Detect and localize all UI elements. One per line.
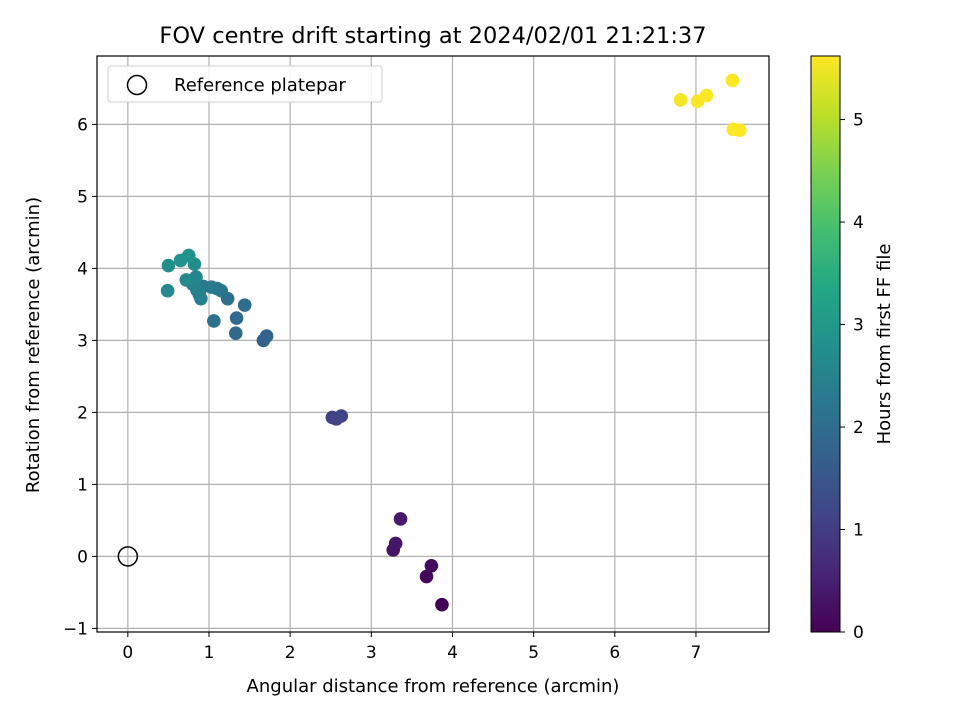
x-tick-label: 6 xyxy=(609,643,620,663)
x-tick-label: 1 xyxy=(204,643,215,663)
data-point xyxy=(699,88,714,103)
grid-lines xyxy=(97,56,769,632)
colorbar-tick-label: 5 xyxy=(853,111,864,131)
legend: Reference platepar xyxy=(107,65,383,103)
x-tick-label: 2 xyxy=(285,643,296,663)
x-tick-label: 3 xyxy=(366,643,377,663)
data-point xyxy=(393,512,408,526)
colorbar-tick-label: 3 xyxy=(853,316,864,336)
data-point xyxy=(732,123,747,137)
y-tick-label: 3 xyxy=(77,331,88,351)
data-point xyxy=(228,326,243,341)
y-tick-label: 0 xyxy=(77,547,88,567)
colorbar: 0 1 2 3 4 5 Hours from first FF file xyxy=(810,55,895,643)
colorbar-ticks: 0 1 2 3 4 5 xyxy=(840,111,864,643)
data-point xyxy=(419,569,434,584)
colorbar-tick-label: 2 xyxy=(853,418,864,438)
data-point xyxy=(181,248,196,263)
data-point xyxy=(259,329,274,343)
data-point xyxy=(229,311,244,325)
y-tick-label: 4 xyxy=(77,259,88,279)
y-tick-label: 5 xyxy=(77,187,88,207)
y-tick-label: 1 xyxy=(77,475,88,495)
legend-marker xyxy=(126,74,148,96)
y-axis-ticks: −1 0 1 2 3 4 5 6 xyxy=(63,115,97,639)
data-point xyxy=(673,93,688,107)
legend-label: Reference platepar xyxy=(174,75,346,96)
y-tick-label: −1 xyxy=(63,619,88,639)
data-point xyxy=(388,536,403,551)
data-points xyxy=(160,73,747,612)
y-tick-label: 6 xyxy=(77,115,88,135)
colorbar-gradient xyxy=(810,55,841,633)
x-tick-label: 4 xyxy=(447,643,458,663)
data-point xyxy=(424,558,439,573)
colorbar-label: Hours from first FF file xyxy=(874,244,895,445)
x-axis-label: Angular distance from reference (arcmin) xyxy=(247,676,620,697)
colorbar-tick-label: 0 xyxy=(853,623,864,643)
data-point xyxy=(207,314,221,328)
x-tick-label: 7 xyxy=(691,643,702,663)
data-point xyxy=(435,597,449,612)
x-axis-ticks: 0 1 2 3 4 5 6 7 xyxy=(122,632,701,663)
data-point xyxy=(237,298,252,312)
y-axis-label: Rotation from reference (arcmin) xyxy=(23,197,44,493)
y-tick-label: 2 xyxy=(77,403,88,423)
colorbar-tick-label: 4 xyxy=(853,213,864,233)
data-point xyxy=(160,283,175,298)
colorbar-tick-label: 1 xyxy=(853,521,864,541)
x-tick-label: 0 xyxy=(122,643,133,663)
data-point xyxy=(725,73,740,88)
reference-platepar-marker xyxy=(117,546,139,567)
data-point xyxy=(161,258,176,273)
reference-marker xyxy=(117,546,139,567)
plot-frame xyxy=(96,55,770,633)
data-point xyxy=(179,273,194,287)
data-point xyxy=(334,409,349,423)
legend-box xyxy=(107,65,383,103)
x-tick-label: 5 xyxy=(528,643,539,663)
chart-title: FOV centre drift starting at 2024/02/01 … xyxy=(159,23,706,49)
